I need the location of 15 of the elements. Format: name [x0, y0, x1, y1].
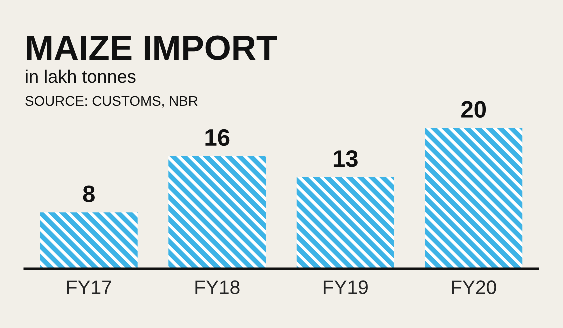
x-tick-label: FY19	[324, 280, 368, 294]
chart-subtitle: in lakh tonnes	[26, 70, 136, 84]
source-note: SOURCE: CUSTOMS, NBR	[26, 96, 198, 108]
data-label: 8	[83, 186, 95, 202]
data-label: 13	[334, 150, 358, 168]
bar	[40, 212, 138, 269]
chart-title: MAIZE IMPORT	[27, 36, 278, 60]
x-tick-label: FY17	[67, 280, 112, 294]
bar	[425, 128, 523, 269]
data-label: 16	[206, 129, 230, 146]
bar	[296, 177, 394, 269]
bar	[168, 156, 266, 269]
x-tick-label: FY18	[196, 280, 240, 294]
data-label: 20	[462, 101, 486, 118]
x-tick-label: FY20	[452, 280, 496, 294]
